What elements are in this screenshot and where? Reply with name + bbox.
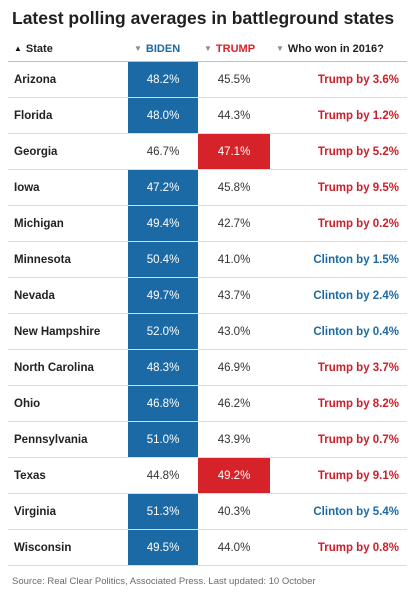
table-row: New Hampshire 52.0% 43.0% Clinton by 0.4%	[8, 313, 407, 350]
won2016-column-header[interactable]: ▼ Who won in 2016?	[270, 37, 407, 62]
trump-value-cell: 47.1%	[198, 133, 270, 170]
trump-value-cell: 41.0%	[198, 241, 270, 278]
trump-value-cell: 44.3%	[198, 97, 270, 134]
biden-value-cell: 46.8%	[128, 385, 198, 422]
table-row: Wisconsin 49.5% 44.0% Trump by 0.8%	[8, 529, 407, 566]
chart-title: Latest polling averages in battleground …	[12, 8, 395, 28]
won2016-cell: Trump by 9.5%	[270, 169, 407, 206]
trump-value-cell: 40.3%	[198, 493, 270, 530]
table-row: Ohio 46.8% 46.2% Trump by 8.2%	[8, 385, 407, 422]
trump-column-header[interactable]: ▼ TRUMP	[198, 37, 270, 62]
biden-value-cell: 44.8%	[128, 457, 198, 494]
sort-descending-icon: ▼	[204, 44, 212, 53]
biden-value-cell: 50.4%	[128, 241, 198, 278]
state-cell: Florida	[8, 97, 128, 134]
won2016-cell: Trump by 3.7%	[270, 349, 407, 386]
won2016-cell: Trump by 8.2%	[270, 385, 407, 422]
state-cell: Nevada	[8, 277, 128, 314]
state-cell: Texas	[8, 457, 128, 494]
table-row: Iowa 47.2% 45.8% Trump by 9.5%	[8, 169, 407, 206]
table-row: Nevada 49.7% 43.7% Clinton by 2.4%	[8, 277, 407, 314]
biden-header-label: BIDEN	[145, 43, 181, 55]
trump-value-cell: 45.5%	[198, 61, 270, 98]
state-cell: Iowa	[8, 169, 128, 206]
state-cell: Virginia	[8, 493, 128, 530]
biden-value-cell: 52.0%	[128, 313, 198, 350]
state-cell: Minnesota	[8, 241, 128, 278]
biden-value-cell: 48.0%	[128, 97, 198, 134]
trump-header-label: TRUMP	[215, 43, 256, 55]
biden-value-cell: 51.0%	[128, 421, 198, 458]
trump-value-cell: 49.2%	[198, 457, 270, 494]
sort-descending-icon: ▼	[276, 44, 284, 53]
won2016-cell: Trump by 3.6%	[270, 61, 407, 98]
state-cell: Michigan	[8, 205, 128, 242]
biden-value-cell: 48.3%	[128, 349, 198, 386]
won2016-cell: Clinton by 5.4%	[270, 493, 407, 530]
table-row: Minnesota 50.4% 41.0% Clinton by 1.5%	[8, 241, 407, 278]
biden-value-cell: 46.7%	[128, 133, 198, 170]
trump-value-cell: 44.0%	[198, 529, 270, 566]
polling-table: ▲ State ▼ BIDEN ▼ TRUMP ▼ Who won in 2016? A…	[8, 37, 407, 566]
trump-value-cell: 46.2%	[198, 385, 270, 422]
table-row: Texas 44.8% 49.2% Trump by 9.1%	[8, 457, 407, 494]
state-cell: North Carolina	[8, 349, 128, 386]
trump-value-cell: 43.0%	[198, 313, 270, 350]
state-cell: New Hampshire	[8, 313, 128, 350]
table-row: Florida 48.0% 44.3% Trump by 1.2%	[8, 97, 407, 134]
state-cell: Georgia	[8, 133, 128, 170]
won2016-cell: Trump by 1.2%	[270, 97, 407, 134]
trump-value-cell: 45.8%	[198, 169, 270, 206]
won2016-cell: Clinton by 2.4%	[270, 277, 407, 314]
biden-column-header[interactable]: ▼ BIDEN	[128, 37, 198, 62]
sort-ascending-icon: ▲	[14, 44, 22, 53]
state-cell: Ohio	[8, 385, 128, 422]
won2016-cell: Trump by 0.8%	[270, 529, 407, 566]
state-cell: Wisconsin	[8, 529, 128, 566]
table-row: Arizona 48.2% 45.5% Trump by 3.6%	[8, 61, 407, 98]
table-row: Georgia 46.7% 47.1% Trump by 5.2%	[8, 133, 407, 170]
biden-value-cell: 51.3%	[128, 493, 198, 530]
biden-value-cell: 49.7%	[128, 277, 198, 314]
state-cell: Pennsylvania	[8, 421, 128, 458]
table-row: North Carolina 48.3% 46.9% Trump by 3.7%	[8, 349, 407, 386]
trump-value-cell: 43.9%	[198, 421, 270, 458]
source-note: Source: Real Clear Politics, Associated …	[12, 576, 316, 587]
state-cell: Arizona	[8, 61, 128, 98]
table-header-row: ▲ State ▼ BIDEN ▼ TRUMP ▼ Who won in 2016?	[8, 37, 407, 62]
trump-value-cell: 43.7%	[198, 277, 270, 314]
won2016-cell: Trump by 0.2%	[270, 205, 407, 242]
table-row: Pennsylvania 51.0% 43.9% Trump by 0.7%	[8, 421, 407, 458]
state-column-header[interactable]: ▲ State	[8, 37, 128, 62]
biden-value-cell: 49.4%	[128, 205, 198, 242]
state-header-label: State	[25, 43, 53, 55]
trump-value-cell: 42.7%	[198, 205, 270, 242]
biden-value-cell: 48.2%	[128, 61, 198, 98]
trump-value-cell: 46.9%	[198, 349, 270, 386]
biden-value-cell: 49.5%	[128, 529, 198, 566]
won2016-cell: Clinton by 0.4%	[270, 313, 407, 350]
won2016-cell: Trump by 5.2%	[270, 133, 407, 170]
won2016-cell: Clinton by 1.5%	[270, 241, 407, 278]
won2016-cell: Trump by 0.7%	[270, 421, 407, 458]
biden-value-cell: 47.2%	[128, 169, 198, 206]
sort-descending-icon: ▼	[134, 44, 142, 53]
table-row: Virginia 51.3% 40.3% Clinton by 5.4%	[8, 493, 407, 530]
won2016-header-label: Who won in 2016?	[287, 43, 384, 55]
table-row: Michigan 49.4% 42.7% Trump by 0.2%	[8, 205, 407, 242]
won2016-cell: Trump by 9.1%	[270, 457, 407, 494]
